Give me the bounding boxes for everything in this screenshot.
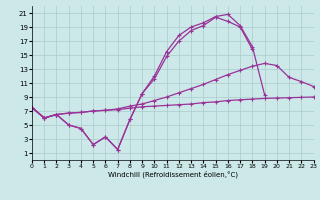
X-axis label: Windchill (Refroidissement éolien,°C): Windchill (Refroidissement éolien,°C) — [108, 171, 238, 178]
